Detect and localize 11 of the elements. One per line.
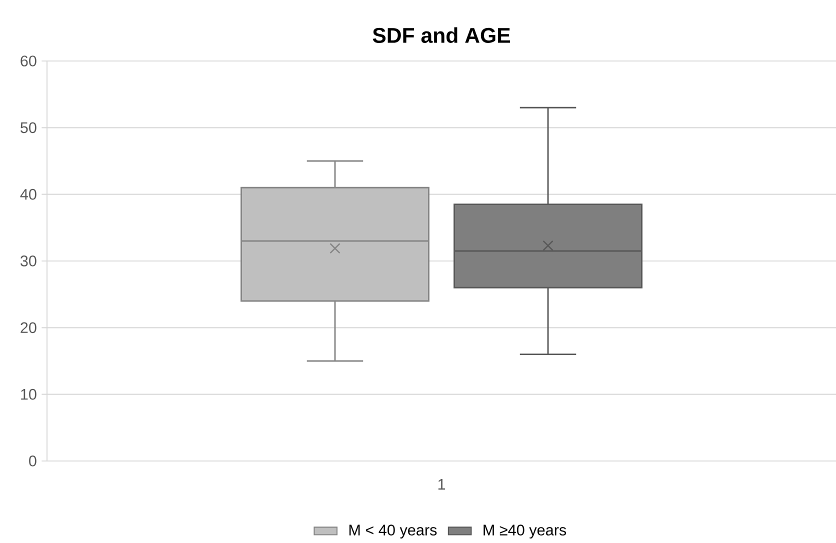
y-tick-label: 50: [20, 122, 36, 134]
y-tick-label: 10: [21, 388, 36, 400]
legend-label: M ≥40 years: [484, 524, 566, 539]
y-tick-label: 20: [20, 322, 36, 334]
y-tick-label: 60: [20, 56, 36, 66]
y-tick-label: 0: [29, 456, 36, 466]
x-tick-label: 1: [438, 479, 446, 490]
y-tick-label: 40: [20, 188, 36, 200]
chart-title: SDF and AGE: [372, 27, 510, 43]
y-tick-label: 30: [20, 256, 36, 266]
legend-label: M < 40 years: [349, 524, 437, 539]
